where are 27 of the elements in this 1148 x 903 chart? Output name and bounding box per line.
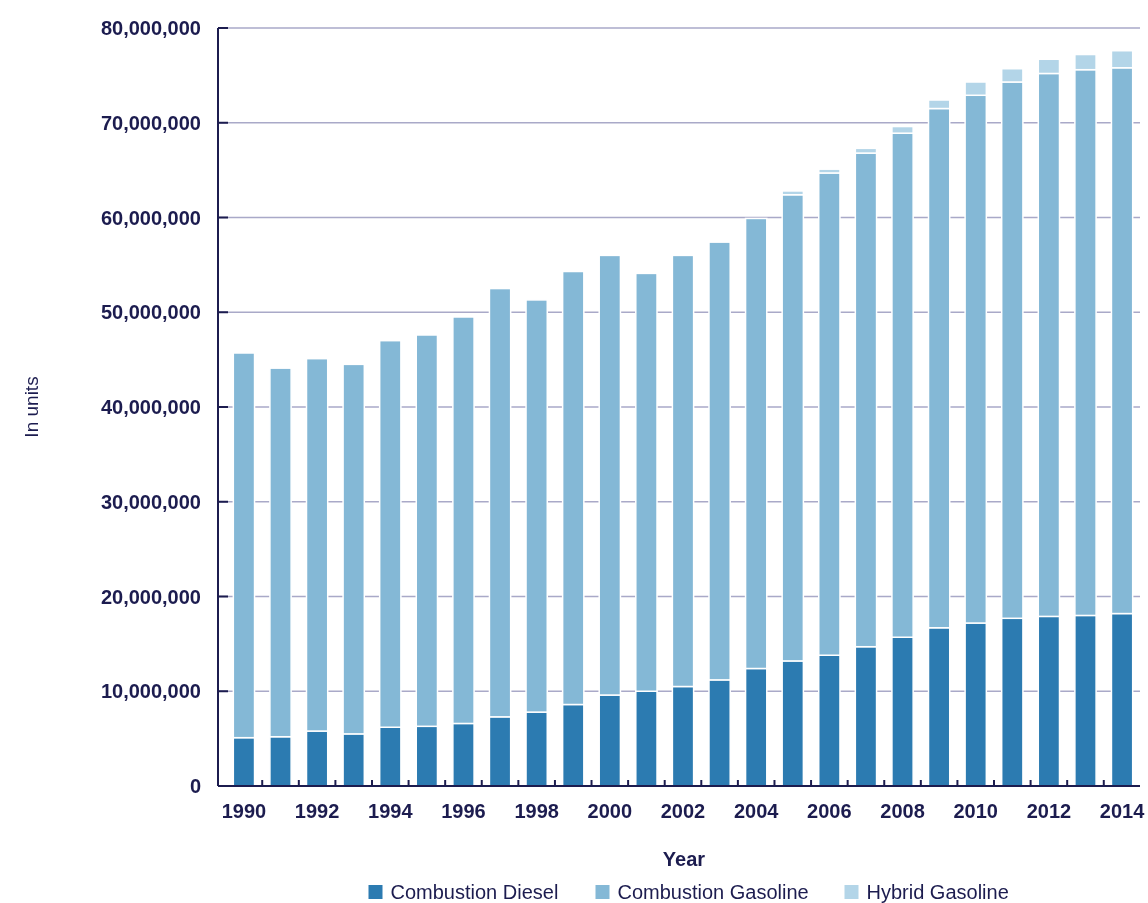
y-tick-label: 80,000,000 xyxy=(100,17,201,39)
x-tick-label: 2014 xyxy=(1099,800,1146,822)
y-tick-label: 60,000,000 xyxy=(100,206,201,229)
x-tick-label: 2004 xyxy=(733,800,780,822)
y-tick-label: 50,000,000 xyxy=(100,301,201,324)
x-tick-label: 2008 xyxy=(880,800,925,822)
x-tick-label: 1994 xyxy=(368,800,414,822)
x-tick-label: 2012 xyxy=(1026,800,1072,822)
x-tick-label: 2002 xyxy=(660,800,706,822)
x-tick-label: 1990 xyxy=(221,800,267,822)
x-tick-label: 2000 xyxy=(587,800,633,822)
x-tick-label: 1996 xyxy=(441,800,486,822)
x-axis-title: Year xyxy=(662,848,706,870)
y-tick-label: 20,000,000 xyxy=(100,585,201,608)
legend-label: Combustion Gasoline xyxy=(617,881,809,903)
x-tick-label: 2006 xyxy=(807,800,852,822)
legend-label: Hybrid Gasoline xyxy=(866,881,1009,903)
y-tick-label: 30,000,000 xyxy=(100,490,201,513)
y-tick-label: 40,000,000 xyxy=(100,396,201,418)
x-tick-label: 1998 xyxy=(514,800,559,822)
y-tick-label: 0 xyxy=(189,775,201,797)
y-tick-label: 10,000,000 xyxy=(100,680,201,703)
x-tick-label: 2010 xyxy=(953,800,998,822)
legend-label: Combustion Diesel xyxy=(390,881,559,903)
y-tick-label: 70,000,000 xyxy=(100,111,201,134)
x-tick-label: 1992 xyxy=(294,800,340,822)
y-axis-title: In units xyxy=(21,376,42,438)
